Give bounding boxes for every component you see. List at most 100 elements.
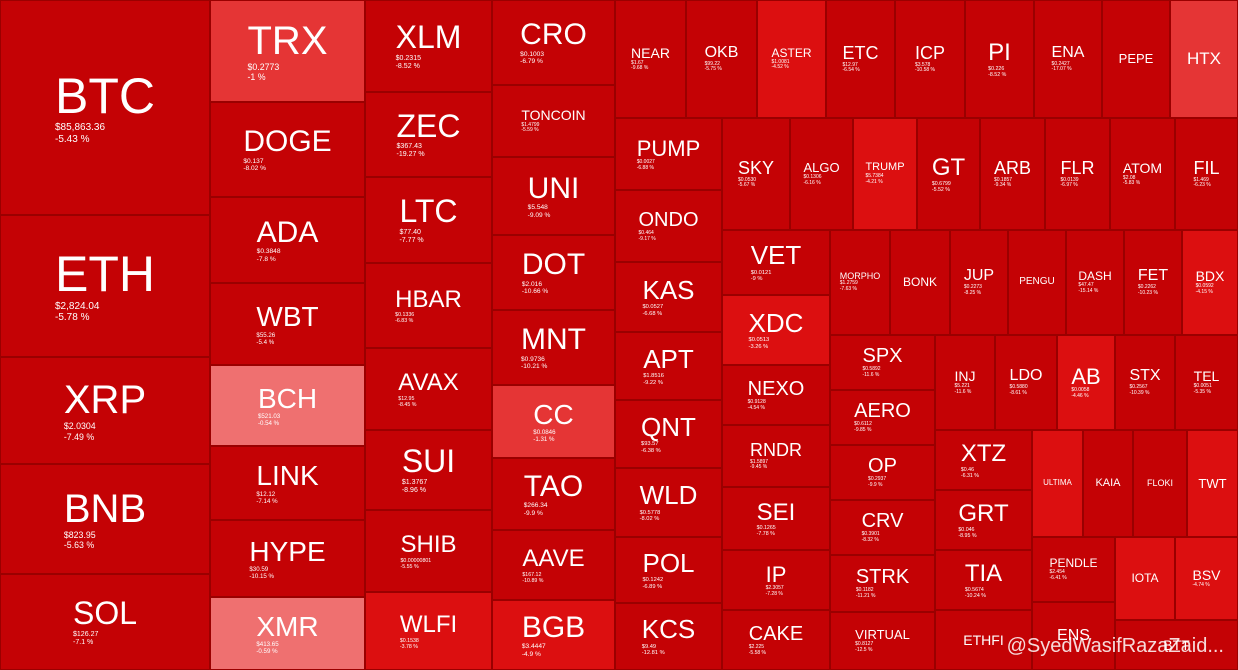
- coin-tile: POL $0.1242 -6.89 %: [615, 537, 722, 603]
- coin-change: -3.26 %: [748, 343, 769, 350]
- coin-name: LDO: [1009, 367, 1043, 385]
- coin-name: QNT: [641, 411, 696, 442]
- coin-price: $12.97: [842, 61, 858, 68]
- coin-price: $0.1857: [993, 176, 1013, 183]
- tile-content: MORPHO $1.2759 -7.63 %: [840, 271, 881, 293]
- coin-tile: ALGO $0.1306 -6.16 %: [790, 118, 853, 230]
- coin-change: -4.9 %: [521, 650, 541, 658]
- coin-name: IP: [765, 561, 787, 587]
- coin-price: $1.469: [1193, 176, 1209, 183]
- coin-name: POL: [642, 547, 695, 578]
- coin-name: NEXO: [747, 377, 805, 400]
- coin-tile: TRUMP $5.7384 -4.21 %: [853, 118, 917, 230]
- coin-name: SEI: [756, 498, 796, 526]
- coin-name: BTC: [55, 67, 155, 124]
- tile-content: LDO $0.5880 -8.61 %: [1010, 368, 1043, 396]
- tile-content: BONK: [903, 276, 937, 289]
- coin-price: $9.49: [641, 643, 657, 650]
- coin-name: PENGU: [1019, 276, 1055, 288]
- coin-price: $2.0304: [63, 421, 96, 432]
- coin-tile: TWT: [1187, 430, 1238, 537]
- coin-tile: PENGU: [1008, 230, 1066, 335]
- coin-change: -7.77 %: [399, 236, 424, 244]
- coin-change: -15.14 %: [1078, 287, 1099, 294]
- coin-price: $0.1242: [642, 577, 664, 584]
- coin-tile: VIRTUAL $0.8127 -12.5 %: [830, 612, 935, 670]
- coin-name: PENDLE: [1049, 556, 1098, 571]
- coin-price: $0.2315: [395, 54, 422, 62]
- tile-content: XDC $0.0513 -3.26 %: [748, 309, 804, 350]
- coin-price: $0.2273: [963, 284, 982, 291]
- coin-tile: CAKE $2.225 -5.58 %: [722, 610, 830, 670]
- coin-price: $0.1003: [520, 50, 544, 58]
- coin-price: $367.43: [396, 143, 422, 151]
- tile-content: BCH $521.03 -0.54 %: [257, 382, 318, 428]
- coin-tile: NEAR $1.67 -9.68 %: [615, 0, 686, 118]
- tile-content: WBT $55.26 -5.4 %: [256, 302, 318, 346]
- coin-name: STRK: [855, 566, 910, 589]
- coin-price: $2.08: [1122, 174, 1136, 181]
- coin-name: CRO: [520, 18, 587, 52]
- coin-price: $1.8516: [643, 373, 664, 380]
- tile-content: SKY $0.0530 -5.67 %: [738, 158, 774, 189]
- coin-change: -5.83 %: [1122, 180, 1141, 187]
- tile-content: SEI $0.1265 -7.78 %: [757, 500, 796, 537]
- tile-content: DOT $2.016 -10.66 %: [522, 249, 585, 296]
- coin-name: MNT: [521, 323, 586, 357]
- tile-content: VIRTUAL $0.8127 -12.5 %: [855, 628, 910, 653]
- coin-tile: ETH $2,824.04 -5.78 %: [0, 215, 210, 357]
- coin-price: $0.6799: [931, 180, 951, 187]
- coin-name: ZEC: [396, 107, 461, 144]
- coin-name: PUMP: [636, 135, 701, 161]
- coin-price: $0.5778: [639, 509, 661, 516]
- coin-price: $2,824.04: [55, 300, 100, 312]
- coin-change: -1.31 %: [533, 436, 555, 444]
- coin-name: BDX: [1195, 268, 1225, 285]
- coin-tile: BONK: [890, 230, 950, 335]
- coin-price: $0.9128: [747, 398, 766, 405]
- coin-name: BCH: [257, 382, 318, 414]
- tile-content: WLD $0.5778 -8.02 %: [639, 481, 698, 522]
- coin-change: -4.54 %: [747, 404, 765, 411]
- tile-content: ULTIMA: [1043, 478, 1072, 487]
- coin-name: TEL: [1193, 368, 1220, 385]
- coin-price: $413.65: [256, 641, 279, 649]
- coin-name: KAS: [642, 274, 695, 305]
- tile-content: SPX $0.5892 -11.6 %: [862, 346, 902, 379]
- coin-price: $2.454: [1049, 569, 1065, 576]
- coin-price: $0.6112: [854, 421, 872, 428]
- coin-price: $0.464: [638, 229, 654, 236]
- tile-content: DOGE $0.137 -8.02 %: [243, 126, 331, 173]
- tile-content: AVAX $12.95 -8.45 %: [398, 370, 458, 407]
- coin-name: PEPE: [1118, 51, 1154, 67]
- coin-name: LTC: [399, 193, 458, 230]
- coin-change: -6.16 %: [803, 179, 821, 186]
- coin-change: -6.68 %: [642, 310, 663, 317]
- coin-name: SHIB: [400, 531, 457, 559]
- coin-name: CRV: [861, 510, 904, 533]
- coin-tile: SHIB $0.00000801 -5.55 %: [365, 510, 492, 592]
- tile-content: BNB $823.95 -5.63 %: [64, 488, 146, 550]
- coin-tile: SEI $0.1265 -7.78 %: [722, 487, 830, 550]
- coin-tile: LDO $0.5880 -8.61 %: [995, 335, 1057, 430]
- coin-tile: ONDO $0.464 -9.17 %: [615, 190, 722, 262]
- coin-price: $0.1306: [803, 174, 822, 181]
- coin-price: $0.0051: [1193, 383, 1212, 390]
- coin-tile: TONCOIN $1.4799 -5.59 %: [492, 85, 615, 157]
- coin-tile: STX $0.2567 -10.39 %: [1115, 335, 1175, 430]
- coin-tile: OKB $99.22 -5.75 %: [686, 0, 757, 118]
- tile-content: ENS: [1057, 627, 1090, 645]
- coin-name: HBAR: [395, 285, 462, 313]
- coin-price: $0.46: [960, 466, 975, 473]
- coin-name: RNDR: [750, 439, 802, 460]
- coin-name: TIA: [964, 560, 1003, 588]
- tile-content: NEXO $0.9128 -4.54 %: [747, 377, 805, 412]
- coin-change: -4.15 %: [1195, 288, 1213, 295]
- coin-tile: BGB $3.4447 -4.9 %: [492, 600, 615, 670]
- coin-change: -8.52 %: [988, 71, 1007, 78]
- coin-tile: XRP $2.0304 -7.49 %: [0, 357, 210, 464]
- coin-tile: BTC $85,863.36 -5.43 %: [0, 0, 210, 215]
- tile-content: OP $0.2937 -9.9 %: [868, 456, 897, 489]
- tile-content: KCS $9.49 -12.81 %: [641, 615, 695, 656]
- coin-price: $0.2567: [1129, 384, 1148, 391]
